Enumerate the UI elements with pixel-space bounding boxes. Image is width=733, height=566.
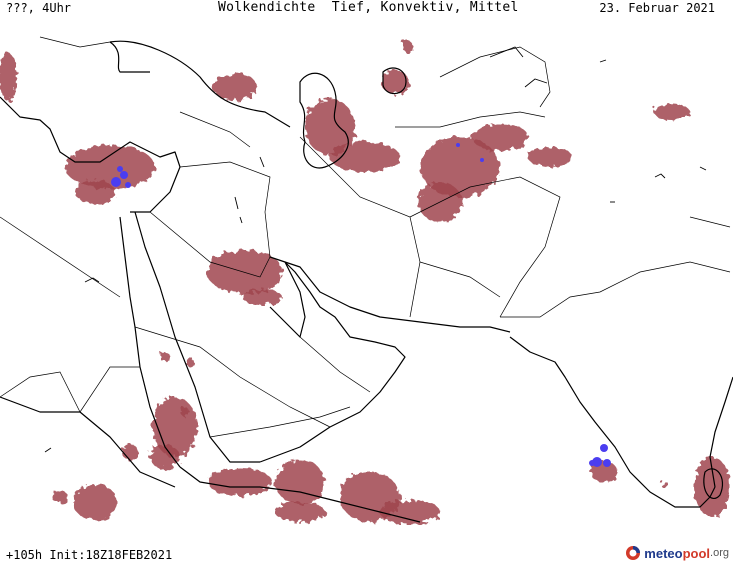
meteopool-logo[interactable]: meteo pool .org bbox=[625, 545, 729, 561]
forecast-date: 23. Februar 2021 bbox=[599, 1, 715, 15]
cloud-cover-layer bbox=[0, 41, 730, 524]
timestamp-label: ???, 4Uhr bbox=[6, 1, 72, 15]
meteopool-logo-icon bbox=[626, 546, 641, 560]
small-features bbox=[44, 46, 707, 453]
geography-outlines bbox=[0, 40, 733, 523]
political-borders bbox=[0, 36, 731, 438]
footer-bar: +105h Init:18Z18FEB2021 meteo pool .org bbox=[0, 525, 733, 566]
logo-text-meteo: meteo bbox=[644, 545, 683, 561]
logo-text-domain: .org bbox=[710, 547, 729, 559]
logo-text-pool: pool bbox=[682, 545, 711, 561]
weather-map bbox=[0, 36, 733, 524]
chart-title: Wolkendichte Tief, Konvektiv, Mittel bbox=[218, 0, 519, 15]
init-run-label: +105h Init:18Z18FEB2021 bbox=[6, 548, 173, 562]
convective-cells bbox=[111, 143, 611, 467]
